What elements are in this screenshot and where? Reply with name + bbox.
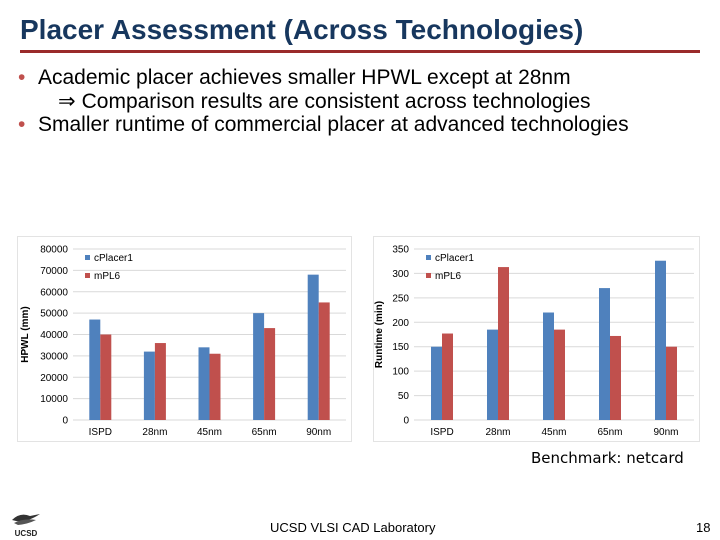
bar-mPL6: [610, 335, 621, 420]
bar-cPlacer1: [655, 260, 666, 420]
legend-label: mPL6: [94, 271, 121, 282]
x-tick-label: 65nm: [597, 427, 622, 438]
y-tick-label: 150: [392, 342, 409, 353]
y-tick-label: 0: [62, 416, 68, 427]
y-tick-label: 40000: [40, 330, 68, 341]
hpwl-chart: 0 10000 20000 30000 40000 50000 60000 70000 8000…: [17, 236, 352, 442]
y-axis-label: Runtime (min): [374, 301, 385, 368]
bar-cPlacer1: [431, 346, 442, 420]
ucsd-logo: UCSD: [12, 514, 40, 538]
page-number: 18: [696, 520, 711, 535]
bullet-text: Academic placer achieves smaller HPWL ex…: [38, 66, 571, 89]
bullet-item: • Smaller runtime of commercial placer a…: [18, 113, 708, 137]
bullet-dot: •: [18, 113, 26, 136]
bar-cPlacer1: [599, 288, 610, 420]
bar-cPlacer1: [143, 351, 155, 420]
legend-label: cPlacer1: [435, 253, 474, 264]
x-tick-label: 45nm: [197, 427, 222, 438]
footer-text: UCSD VLSI CAD Laboratory: [270, 520, 436, 535]
legend-swatch: [85, 255, 90, 260]
sub-bullet-text: Comparison results are consistent across…: [81, 89, 591, 113]
y-tick-label: 350: [392, 245, 409, 256]
x-tick-label: 28nm: [142, 427, 167, 438]
bullet-list: • Academic placer achieves smaller HPWL …: [18, 66, 708, 137]
runtime-chart-svg: 0 50 100 150 200 250 300 350 Runtime (min) ISPD 28…: [374, 245, 694, 438]
x-tick-label: ISPD: [89, 427, 112, 438]
bar-cPlacer1: [198, 347, 210, 420]
legend-label: mPL6: [435, 271, 462, 282]
implies-arrow-icon: ⇒: [58, 88, 76, 113]
y-tick-label: 0: [403, 416, 409, 427]
y-tick-label: 50: [398, 391, 410, 402]
bar-mPL6: [154, 343, 166, 420]
slide-title: Placer Assessment (Across Technologies): [20, 14, 584, 45]
bar-mPL6: [442, 333, 453, 420]
x-tick-label: ISPD: [430, 427, 453, 438]
y-tick-label: 20000: [40, 373, 68, 384]
legend-swatch: [426, 273, 431, 278]
benchmark-note: Benchmark: netcard: [531, 449, 684, 467]
bar-cPlacer1: [89, 319, 101, 420]
y-tick-label: 80000: [40, 245, 68, 256]
y-tick-label: 60000: [40, 287, 68, 298]
bar-cPlacer1: [307, 274, 319, 420]
y-tick-label: 10000: [40, 394, 68, 405]
bar-cPlacer1: [543, 312, 554, 420]
bullet-item: • Academic placer achieves smaller HPWL …: [18, 66, 708, 113]
bar-mPL6: [554, 329, 565, 420]
y-axis-label: HPWL (mm): [20, 306, 31, 362]
bullet-dot: •: [18, 66, 26, 89]
x-tick-label: 28nm: [485, 427, 510, 438]
bar-mPL6: [498, 267, 509, 420]
legend-swatch: [85, 273, 90, 278]
y-tick-label: 300: [392, 269, 409, 280]
x-tick-label: 90nm: [653, 427, 678, 438]
bullet-text: Smaller runtime of commercial placer at …: [38, 113, 629, 136]
x-tick-label: 90nm: [306, 427, 331, 438]
bar-mPL6: [100, 334, 112, 420]
sub-bullet: ⇒ Comparison results are consistent acros…: [38, 88, 708, 114]
bar-mPL6: [666, 346, 677, 420]
hpwl-chart-svg: 0 10000 20000 30000 40000 50000 60000 70000 8000…: [20, 245, 346, 438]
bar-cPlacer1: [253, 313, 265, 420]
x-tick-label: 45nm: [541, 427, 566, 438]
y-tick-label: 200: [392, 318, 409, 329]
legend-label: cPlacer1: [94, 253, 133, 264]
title-underline: [20, 50, 700, 53]
x-tick-label: 65nm: [252, 427, 277, 438]
y-tick-label: 70000: [40, 266, 68, 277]
bar-mPL6: [318, 302, 330, 420]
y-tick-label: 50000: [40, 309, 68, 320]
bar-mPL6: [209, 353, 221, 420]
legend-swatch: [426, 255, 431, 260]
y-tick-label: 30000: [40, 351, 68, 362]
runtime-chart: 0 50 100 150 200 250 300 350 Runtime (min) ISPD 28…: [373, 236, 700, 442]
bar-cPlacer1: [487, 329, 498, 420]
y-tick-label: 250: [392, 293, 409, 304]
logo-text: UCSD: [15, 529, 38, 538]
bar-mPL6: [264, 328, 276, 420]
y-tick-label: 100: [392, 367, 409, 378]
